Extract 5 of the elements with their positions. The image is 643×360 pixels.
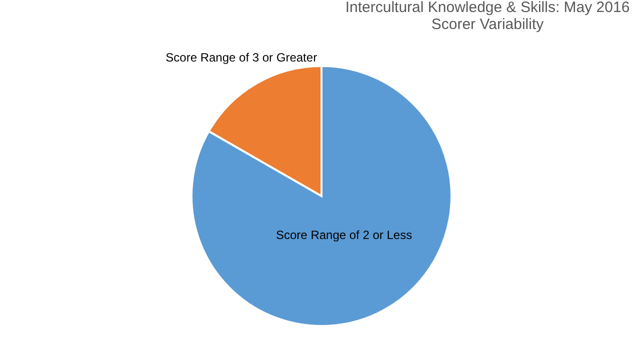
pie-slice [190, 65, 452, 327]
slice-label: Score Range of 2 or Less [276, 228, 412, 242]
slice-label: Score Range of 3 or Greater [166, 50, 318, 65]
text: Scorer Variability [431, 16, 544, 33]
text: Intercultural Knowledge & Skills: May 2016 [345, 0, 630, 16]
